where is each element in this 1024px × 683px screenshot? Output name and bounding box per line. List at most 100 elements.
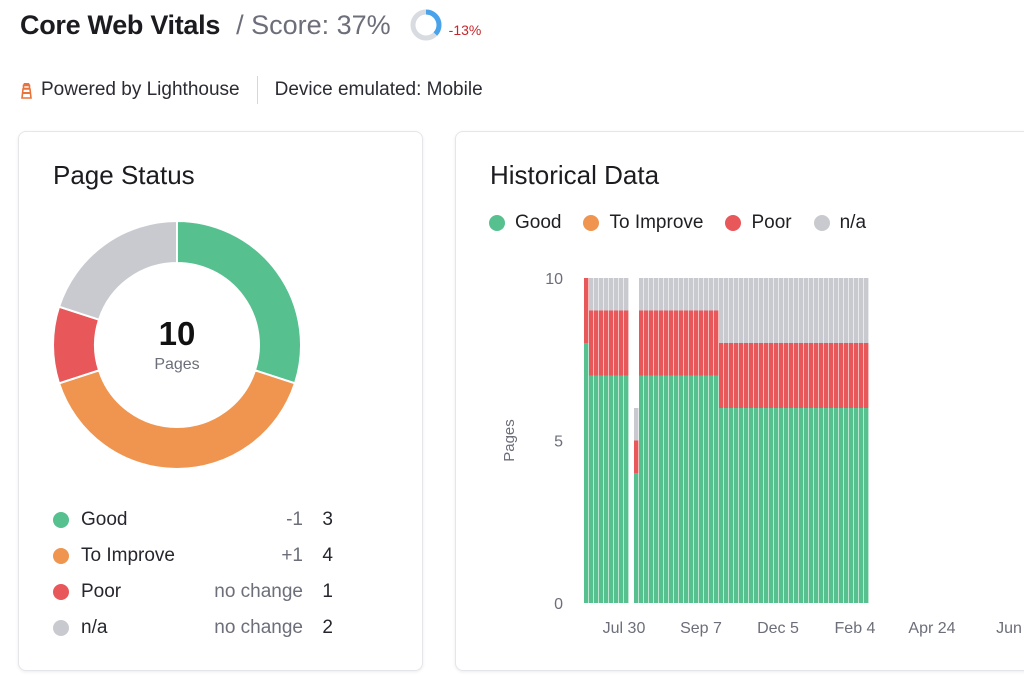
bar-segment-poor[interactable] — [789, 343, 794, 408]
bar-segment-poor[interactable] — [769, 343, 774, 408]
bar-segment-good[interactable] — [824, 408, 829, 603]
bar-segment-n-a[interactable] — [859, 278, 864, 343]
donut-slice-to-improve[interactable] — [57, 369, 297, 470]
bar-segment-poor[interactable] — [619, 310, 624, 376]
bar-segment-poor[interactable] — [744, 343, 749, 408]
bar-segment-good[interactable] — [614, 375, 619, 604]
bar-segment-poor[interactable] — [604, 310, 609, 376]
bar-segment-poor[interactable] — [614, 310, 619, 376]
bar-segment-good[interactable] — [674, 375, 679, 604]
bar-segment-n-a[interactable] — [639, 278, 644, 311]
bar-segment-n-a[interactable] — [734, 278, 739, 343]
bar-segment-n-a[interactable] — [704, 278, 709, 311]
bar-segment-n-a[interactable] — [864, 278, 869, 343]
bar-segment-poor[interactable] — [779, 343, 784, 408]
bar-segment-poor[interactable] — [799, 343, 804, 408]
bar-segment-poor[interactable] — [694, 310, 699, 376]
bar-segment-n-a[interactable] — [754, 278, 759, 343]
bar-segment-n-a[interactable] — [779, 278, 784, 343]
bar-segment-n-a[interactable] — [824, 278, 829, 343]
bar-segment-poor[interactable] — [854, 343, 859, 408]
bar-segment-poor[interactable] — [759, 343, 764, 408]
bar-segment-good[interactable] — [584, 343, 589, 603]
bar-segment-good[interactable] — [669, 375, 674, 604]
bar-segment-poor[interactable] — [844, 343, 849, 408]
bar-segment-poor[interactable] — [659, 310, 664, 376]
bar-segment-n-a[interactable] — [649, 278, 654, 311]
bar-segment-good[interactable] — [714, 375, 719, 604]
bar-segment-good[interactable] — [859, 408, 864, 603]
bar-segment-good[interactable] — [649, 375, 654, 604]
bar-segment-n-a[interactable] — [694, 278, 699, 311]
bar-segment-poor[interactable] — [794, 343, 799, 408]
bar-segment-poor[interactable] — [734, 343, 739, 408]
bar-segment-n-a[interactable] — [784, 278, 789, 343]
bar-segment-poor[interactable] — [719, 343, 724, 408]
bar-segment-n-a[interactable] — [684, 278, 689, 311]
bar-segment-n-a[interactable] — [614, 278, 619, 311]
legend-row-good[interactable]: Good -1 3 — [53, 502, 333, 538]
bar-segment-poor[interactable] — [599, 310, 604, 376]
bar-segment-good[interactable] — [744, 408, 749, 603]
bar-segment-n-a[interactable] — [659, 278, 664, 311]
bar-segment-n-a[interactable] — [804, 278, 809, 343]
bar-segment-poor[interactable] — [849, 343, 854, 408]
bar-segment-good[interactable] — [704, 375, 709, 604]
bar-segment-good[interactable] — [854, 408, 859, 603]
legend-item-to-improve[interactable]: To Improve — [583, 212, 703, 234]
bar-segment-poor[interactable] — [634, 440, 639, 474]
bar-segment-n-a[interactable] — [724, 278, 729, 343]
bar-segment-poor[interactable] — [584, 278, 589, 343]
bar-segment-n-a[interactable] — [589, 278, 594, 311]
bar-segment-n-a[interactable] — [714, 278, 719, 311]
bar-segment-poor[interactable] — [644, 310, 649, 376]
legend-row-to-improve[interactable]: To Improve +1 4 — [53, 538, 333, 574]
bar-segment-n-a[interactable] — [644, 278, 649, 311]
bar-segment-good[interactable] — [619, 375, 624, 604]
bar-segment-good[interactable] — [679, 375, 684, 604]
bar-segment-poor[interactable] — [624, 310, 629, 376]
legend-item-poor[interactable]: Poor — [725, 212, 792, 234]
bar-segment-poor[interactable] — [774, 343, 779, 408]
bar-segment-good[interactable] — [794, 408, 799, 603]
bar-segment-good[interactable] — [589, 375, 594, 604]
bar-segment-good[interactable] — [709, 375, 714, 604]
bar-segment-good[interactable] — [734, 408, 739, 603]
bar-segment-good[interactable] — [609, 375, 614, 604]
bar-segment-poor[interactable] — [859, 343, 864, 408]
bar-segment-good[interactable] — [834, 408, 839, 603]
bar-segment-poor[interactable] — [649, 310, 654, 376]
bar-segment-good[interactable] — [624, 375, 629, 604]
bar-segment-good[interactable] — [784, 408, 789, 603]
bar-segment-good[interactable] — [699, 375, 704, 604]
bar-segment-good[interactable] — [724, 408, 729, 603]
bar-segment-poor[interactable] — [804, 343, 809, 408]
bar-segment-n-a[interactable] — [709, 278, 714, 311]
bar-segment-good[interactable] — [719, 408, 724, 603]
bar-segment-n-a[interactable] — [689, 278, 694, 311]
bar-segment-good[interactable] — [814, 408, 819, 603]
bar-segment-poor[interactable] — [819, 343, 824, 408]
legend-item-na[interactable]: n/a — [813, 212, 866, 234]
bar-segment-n-a[interactable] — [844, 278, 849, 343]
bar-segment-poor[interactable] — [724, 343, 729, 408]
bar-segment-good[interactable] — [754, 408, 759, 603]
bar-segment-good[interactable] — [729, 408, 734, 603]
bar-segment-poor[interactable] — [839, 343, 844, 408]
bar-segment-n-a[interactable] — [834, 278, 839, 343]
bar-segment-good[interactable] — [799, 408, 804, 603]
bar-segment-n-a[interactable] — [604, 278, 609, 311]
bar-segment-good[interactable] — [664, 375, 669, 604]
bar-segment-poor[interactable] — [829, 343, 834, 408]
bar-segment-poor[interactable] — [749, 343, 754, 408]
bar-segment-poor[interactable] — [714, 310, 719, 376]
bar-segment-n-a[interactable] — [679, 278, 684, 311]
bar-segment-n-a[interactable] — [634, 408, 639, 441]
bar-segment-n-a[interactable] — [619, 278, 624, 311]
bar-segment-good[interactable] — [694, 375, 699, 604]
legend-row-na[interactable]: n/a no change 2 — [53, 610, 333, 646]
donut-slice-good[interactable] — [176, 219, 302, 385]
bar-segment-poor[interactable] — [594, 310, 599, 376]
bar-segment-poor[interactable] — [679, 310, 684, 376]
legend-row-poor[interactable]: Poor no change 1 — [53, 574, 333, 610]
